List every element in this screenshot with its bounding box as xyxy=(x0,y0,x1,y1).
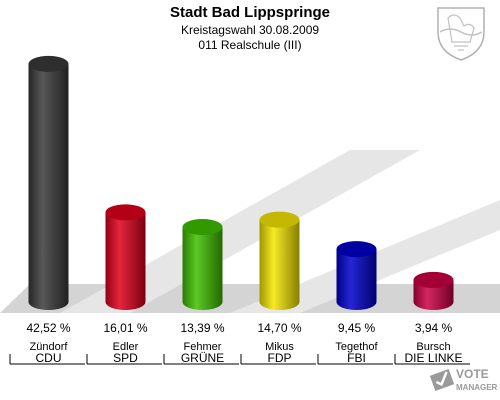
bar-top xyxy=(336,241,377,258)
value-label: 16,01 % xyxy=(103,321,147,335)
bar-cdu xyxy=(28,55,69,310)
coat-of-arms-icon xyxy=(437,7,485,61)
party-label: FBI xyxy=(347,351,366,365)
chart-title: Stadt Bad Lippspringe xyxy=(169,4,330,21)
candidate-label: Mikus xyxy=(265,341,294,353)
bar-fbi xyxy=(336,241,377,310)
party-label: GRÜNE xyxy=(181,351,224,365)
party-label: SPD xyxy=(113,351,138,365)
bar-top xyxy=(259,211,300,228)
logo-text-manager: MANAGER xyxy=(456,383,498,392)
candidate-label: Fehmer xyxy=(184,341,222,353)
candidate-label: Tegethof xyxy=(335,341,378,353)
bar-body xyxy=(413,279,454,310)
bar-spd xyxy=(105,204,146,310)
bar-body xyxy=(28,63,69,310)
party-label: FDP xyxy=(268,351,292,365)
bar-body xyxy=(182,227,223,310)
candidate-label: Bursch xyxy=(416,341,450,353)
background-shadow-1 xyxy=(60,150,420,313)
vote-manager-logo: VOTE MANAGER xyxy=(429,367,498,392)
bar-body xyxy=(336,249,377,310)
value-label: 9,45 % xyxy=(338,321,376,335)
value-label: 42,52 % xyxy=(26,321,70,335)
bar-die-linke xyxy=(413,271,454,310)
value-label: 13,39 % xyxy=(180,321,224,335)
bar-body xyxy=(105,212,146,310)
logo-text-vote: VOTE xyxy=(456,367,489,381)
party-label: CDU xyxy=(36,351,62,365)
bar-top xyxy=(182,219,223,236)
candidate-label: Zündorf xyxy=(30,341,69,353)
bar-top xyxy=(28,55,69,72)
bar-body xyxy=(259,219,300,310)
candidate-label: Edler xyxy=(113,341,139,353)
bar-fdp xyxy=(259,211,300,310)
value-label: 14,70 % xyxy=(257,321,301,335)
bar-top xyxy=(105,204,146,221)
chart-subtitle-polling-station: 011 Realschule (III) xyxy=(198,38,302,52)
chart-subtitle: Kreistagswahl 30.08.2009 xyxy=(180,23,320,37)
bar-grüne xyxy=(182,219,223,310)
value-label: 3,94 % xyxy=(415,321,453,335)
bar-top xyxy=(413,271,454,288)
party-label: DIE LINKE xyxy=(404,351,462,365)
